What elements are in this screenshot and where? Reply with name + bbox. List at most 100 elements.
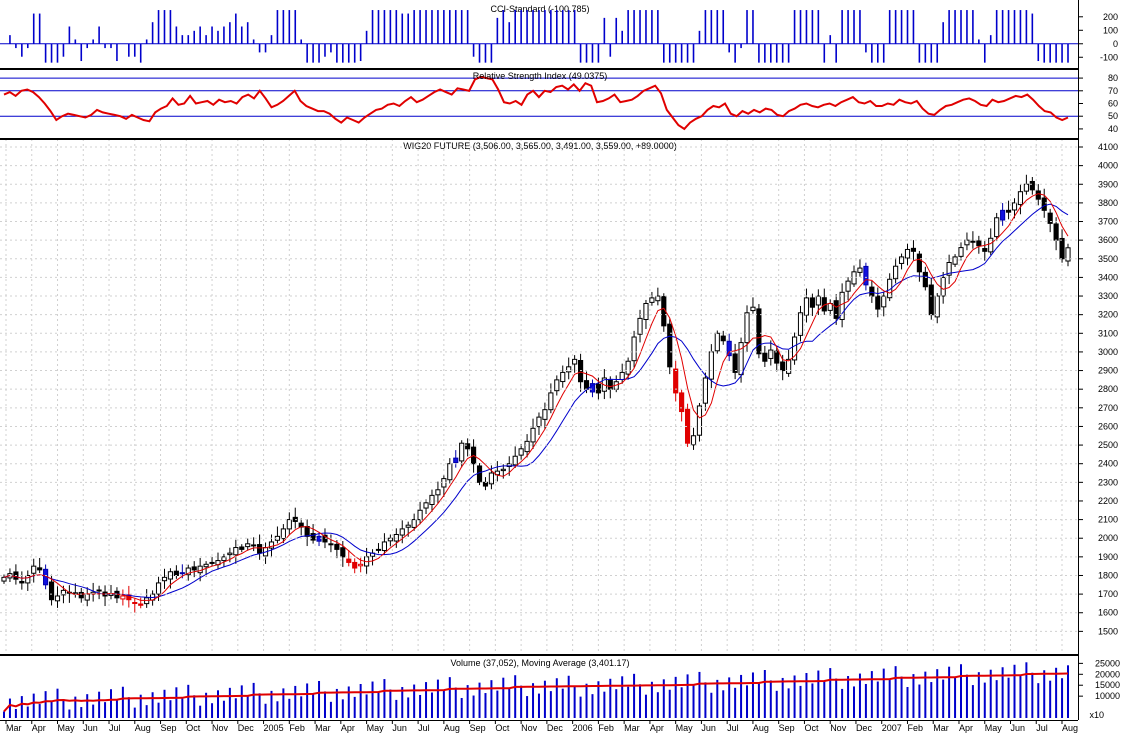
price-tick-label: 3900 xyxy=(1098,179,1118,189)
candle-body xyxy=(358,563,364,567)
price-tick-label: 1700 xyxy=(1098,589,1118,599)
price-tick-label: 4000 xyxy=(1098,161,1118,171)
candle-body xyxy=(1047,212,1053,224)
cci-pane: CCI-Standard (-100.785) 200 100 0 -100 xyxy=(0,4,1118,63)
grid-lines xyxy=(5,139,1063,654)
candle-body xyxy=(453,457,459,464)
x-tick-label: Apr xyxy=(650,723,664,733)
candle-body xyxy=(25,574,31,584)
price-tick-label: 2400 xyxy=(1098,459,1118,469)
candle-body xyxy=(417,509,423,521)
candle-body xyxy=(19,580,25,584)
candle-body xyxy=(132,601,138,604)
x-tick-label: Nov xyxy=(830,723,847,733)
x-tick-label: Jun xyxy=(1010,723,1025,733)
candle-body xyxy=(595,383,601,394)
candle-body xyxy=(1029,180,1035,191)
candle-body xyxy=(280,528,286,540)
candle-body xyxy=(185,567,191,576)
candle-body xyxy=(221,556,227,562)
time-x-axis: Mar Apr May Jun Jul Aug Sep Oct Nov Dec 2005 Feb Mar… xyxy=(5,720,1078,733)
price-tick-label: 2900 xyxy=(1098,366,1118,376)
candle-body xyxy=(37,567,43,571)
rsi-tick-label: 80 xyxy=(1108,73,1118,83)
candle-body xyxy=(732,353,738,373)
candle-body xyxy=(643,302,649,321)
candle-body xyxy=(304,525,310,537)
candle-body xyxy=(994,217,1000,238)
candle-body xyxy=(352,561,358,569)
candle-body xyxy=(958,247,964,257)
candle-body xyxy=(744,312,750,344)
candle-body xyxy=(756,308,762,355)
price-tick-label: 3700 xyxy=(1098,217,1118,227)
candle-body xyxy=(239,546,245,550)
rsi-title: Relative Strength Index (49.0375) xyxy=(473,71,608,81)
candle-body xyxy=(399,528,405,536)
candle-body xyxy=(637,317,643,335)
candle-body xyxy=(530,427,536,443)
price-tick-label: 2300 xyxy=(1098,477,1118,487)
candle-body xyxy=(726,340,732,357)
volume-moving-average xyxy=(3,672,1069,713)
candle-body xyxy=(31,565,37,574)
candle-body xyxy=(714,332,720,352)
candle-body xyxy=(512,455,518,466)
rsi-tick-label: 40 xyxy=(1108,124,1118,134)
candle-body xyxy=(1000,209,1006,221)
price-tick-label: 3000 xyxy=(1098,347,1118,357)
rsi-tick-label: 50 xyxy=(1108,111,1118,121)
cci-tick-label: 200 xyxy=(1103,12,1118,22)
candle-body xyxy=(702,377,708,404)
x-tick-label: Sep xyxy=(161,723,177,733)
rsi-reference-lines xyxy=(0,77,1078,117)
cci-y-axis: 200 100 0 -100 xyxy=(1078,12,1118,62)
price-tick-label: 2000 xyxy=(1098,533,1118,543)
candle-body xyxy=(833,300,839,319)
x-tick-label: May xyxy=(367,723,385,733)
candle-body xyxy=(310,533,316,541)
price-tick-label: 1800 xyxy=(1098,570,1118,580)
candle-body xyxy=(583,380,590,390)
candle-body xyxy=(316,535,322,542)
x-tick-label: May xyxy=(985,723,1003,733)
price-tick-label: 3400 xyxy=(1098,272,1118,282)
candle-body xyxy=(964,239,970,246)
x-tick-label: Apr xyxy=(959,723,973,733)
candle-body xyxy=(482,481,489,487)
candle-body xyxy=(375,548,382,551)
rsi-pane: Relative Strength Index (49.0375) 80 70 60… xyxy=(0,71,1118,134)
volume-tick-label: 10000 xyxy=(1095,691,1120,701)
price-y-axis: 4100 4000 3900 3800 3700 3600 3500 3400 3300 3200… xyxy=(0,142,1118,636)
candle-body xyxy=(869,286,875,297)
price-title: WIG20 FUTURE (3,506.00, 3,565.00, 3,491.… xyxy=(403,141,676,151)
candle-body xyxy=(1065,247,1071,262)
candle-body xyxy=(227,552,233,556)
candle-body xyxy=(203,563,209,568)
candle-body xyxy=(922,271,928,288)
x-tick-label: Jul xyxy=(1036,723,1048,733)
candle-body xyxy=(322,534,328,543)
candle-body xyxy=(1059,237,1065,260)
candle-body xyxy=(524,440,530,453)
candle-body xyxy=(809,297,815,308)
candle-body xyxy=(465,443,471,450)
candle-body xyxy=(976,240,982,247)
price-tick-label: 4100 xyxy=(1098,142,1118,152)
candle-body xyxy=(845,280,851,292)
candle-body xyxy=(655,295,661,302)
price-tick-label: 3100 xyxy=(1098,328,1118,338)
candle-body xyxy=(750,306,756,312)
candle-body xyxy=(1041,197,1047,211)
x-tick-label: Mar xyxy=(6,723,22,733)
price-tick-label: 1500 xyxy=(1098,626,1118,636)
candle-body xyxy=(952,256,958,265)
x-tick-label: Feb xyxy=(907,723,923,733)
candle-body xyxy=(548,392,554,411)
candle-body xyxy=(447,463,453,481)
x-tick-label: Feb xyxy=(598,723,614,733)
candle-body xyxy=(863,265,869,286)
candle-body xyxy=(690,435,697,446)
candle-body xyxy=(257,544,263,554)
